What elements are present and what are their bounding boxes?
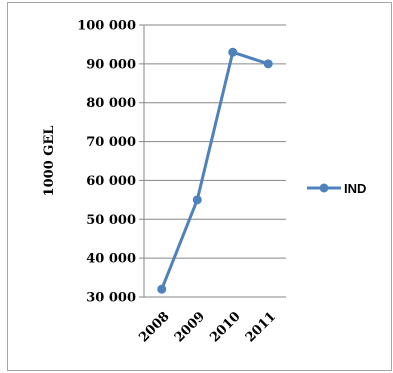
x-tick-label: 2011	[243, 309, 279, 345]
series-line	[160, 50, 269, 290]
data-point	[157, 284, 167, 294]
data-point	[263, 59, 273, 69]
y-tick-label: 90 000	[86, 57, 136, 72]
y-tick-label: 60 000	[86, 174, 136, 189]
x-tick-label: 2009	[172, 309, 208, 345]
y-tick-label: 30 000	[86, 291, 136, 306]
y-tick-label: 50 000	[86, 213, 136, 228]
x-axis-tick-labels: 2008 2009 2010 2011	[136, 309, 279, 345]
grid	[139, 24, 286, 298]
y-tick-label: 70 000	[86, 135, 136, 150]
legend: IND	[307, 181, 366, 196]
y-tick-label: 80 000	[86, 96, 136, 111]
y-tick-label: 40 000	[86, 252, 136, 267]
x-tick-label: 2008	[136, 309, 172, 345]
legend-label: IND	[344, 181, 366, 196]
chart-frame: 30 000 40 000 50 000 60 000 70 000 80 000 90 0…	[7, 2, 392, 371]
y-axis-label: 1000 GEL	[42, 126, 57, 197]
line-chart: 30 000 40 000 50 000 60 000 70 000 80 000 90 0…	[42, 19, 366, 346]
data-point	[192, 195, 202, 205]
data-point	[228, 47, 238, 57]
series	[157, 47, 273, 294]
y-axis-tick-labels: 30 000 40 000 50 000 60 000 70 000 80 000 90 0…	[77, 19, 136, 306]
y-tick-label: 100 000	[77, 19, 136, 34]
legend-point-marker	[319, 183, 329, 193]
x-tick-label: 2010	[207, 309, 243, 345]
